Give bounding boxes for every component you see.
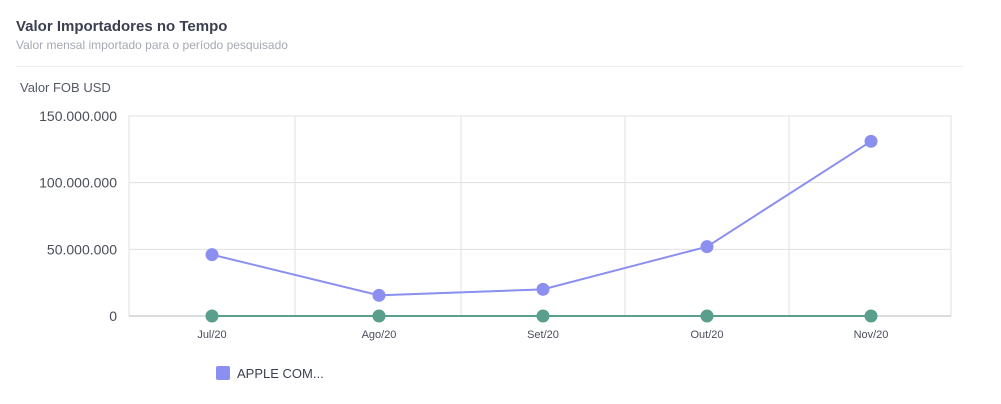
data-point-series-1[interactable]	[372, 309, 386, 323]
y-axis-title: Valor FOB USD	[20, 80, 111, 95]
x-tick-label: Nov/20	[854, 329, 889, 341]
x-tick-label: Jul/20	[197, 329, 226, 341]
chart-grid	[128, 115, 952, 317]
legend-swatch[interactable]	[216, 366, 230, 380]
y-tick-label: 0	[109, 308, 117, 324]
data-point-series-0[interactable]	[700, 240, 714, 254]
x-tick-label: Ago/20	[362, 329, 397, 341]
data-point-series-0[interactable]	[536, 282, 550, 296]
legend-label[interactable]: APPLE COM...	[237, 366, 324, 381]
chart-legend[interactable]: APPLE COM...	[216, 366, 324, 381]
y-tick-label: 100.000.000	[39, 175, 117, 191]
data-point-series-1[interactable]	[205, 309, 219, 323]
data-point-series-0[interactable]	[372, 288, 386, 302]
data-point-series-1[interactable]	[700, 309, 714, 323]
y-tick-label: 150.000.000	[39, 108, 117, 124]
data-point-series-0[interactable]	[864, 134, 878, 148]
data-point-series-1[interactable]	[864, 309, 878, 323]
chart-subtitle: Valor mensal importado para o período pe…	[16, 38, 288, 52]
x-tick-label: Out/20	[690, 329, 723, 341]
y-axis-ticks: 0 50.000.000 100.000.000 150.000.000	[39, 108, 117, 324]
data-point-series-0[interactable]	[205, 248, 219, 262]
x-axis-ticks: Jul/20 Ago/20 Set/20 Out/20 Nov/20	[197, 316, 888, 341]
data-point-series-1[interactable]	[536, 309, 550, 323]
chart-title: Valor Importadores no Tempo	[16, 18, 228, 35]
header-divider	[16, 66, 963, 67]
y-tick-label: 50.000.000	[47, 241, 117, 257]
x-tick-label: Set/20	[527, 329, 559, 341]
chart-card-header: Valor Importadores no Tempo Valor mensal…	[16, 18, 963, 52]
series-line-0	[211, 140, 872, 297]
chart-series	[205, 134, 878, 323]
